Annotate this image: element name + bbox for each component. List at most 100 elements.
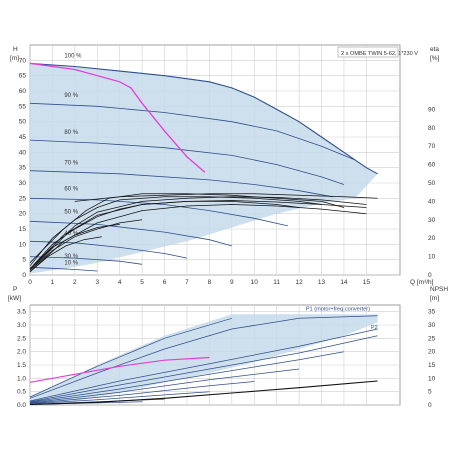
p1-duty-curve [29,356,210,383]
y2-tick-label: 25 [428,335,436,342]
speed-label: 100 % [64,53,82,59]
speed-curve [29,62,378,175]
y-tick-label: 40 [19,149,27,156]
p2-annotation: P2 [371,325,378,331]
y2-tick-label: 30 [428,217,436,224]
y-tick-label: 50 [19,119,27,126]
y-tick-label: 30 [19,180,27,187]
y-tick-label: 65 [19,73,27,80]
x-tick-label: 14 [340,279,348,286]
y-tick-label: 0.0 [17,402,26,409]
y-axis-label: P [13,286,17,293]
efficiency-curve [74,193,378,202]
y-tick-label: 35 [19,165,27,172]
speed-label: 40 % [64,231,78,237]
x-tick-label: 4 [118,279,122,286]
power-curve [29,351,344,403]
y-tick-label: 60 [19,88,27,95]
efficiency-curve [29,200,367,270]
speed-curve [29,240,188,259]
title-box [337,46,399,58]
y2-tick-label: 0 [428,272,432,279]
y-tick-label: 1.0 [17,375,26,382]
y-tick-label: 2.5 [17,335,26,342]
y-tick-label: 3.5 [17,309,26,316]
y2-tick-label: 70 [428,143,436,150]
y2-axis-label: eta [430,46,439,53]
x-tick-label: 0 [28,279,32,286]
y-tick-label: 1.5 [17,362,26,369]
y-tick-label: 5 [22,257,26,264]
npsh-curve [29,380,378,406]
y2-tick-label: 60 [428,162,436,169]
power-curve [29,391,210,405]
y2-tick-label: 80 [428,125,436,132]
speed-label: 70 % [64,161,78,167]
efficiency-curve [29,193,344,263]
speed-curve [29,220,232,247]
y-tick-label: 0 [22,272,26,279]
y2-tick-label: 0 [428,402,432,409]
x-tick-label: 3 [95,279,99,286]
x-tick-label: 1 [51,279,55,286]
x-tick-label: 8 [208,279,212,286]
power-npsh-chart: 0.0 0.5 1.0 1.5 2.0 2.5 3.0 3.5 0 5 10 15 20 25 30 35 P [… [8,286,448,409]
speed-curve [29,170,333,198]
y-tick-label: 55 [19,103,27,110]
speed-label: 80 % [64,130,78,136]
speed-curve [29,266,98,272]
power-curve [29,368,300,404]
efficiency-curve [29,196,367,271]
x-tick-label: 2 [73,279,77,286]
head-flow-chart: 0 1 2 3 4 5 6 7 8 9 10 11 12 13 14 15051015202530354045… [10,44,440,286]
speed-curve [29,102,356,161]
y-tick-label: 3.0 [17,322,26,329]
x-tick-label: 10 [251,279,259,286]
efficiency-curve [29,236,102,273]
speed-label: 30 % [64,254,78,260]
y2-axis-unit: [m] [430,295,439,302]
speed-curve [29,256,143,265]
y2-axis-unit: [%] [430,55,440,62]
power-curve [29,335,378,403]
y2-tick-label: 90 [428,106,436,113]
x-tick-label: 15 [363,279,371,286]
y2-tick-label: 50 [428,180,436,187]
y-tick-label: 70 [19,57,27,64]
y-axis-unit: [m] [10,55,19,62]
y-tick-label: 20 [19,211,27,218]
x-tick-label: 13 [318,279,326,286]
y-axis-label: H [13,46,18,53]
x-tick-label: 9 [230,279,234,286]
p1-annotation: P1 (motor+freq.converter) [306,306,370,312]
x-tick-label: 12 [295,279,303,286]
power-curve [29,317,232,398]
duty-curve [29,62,206,173]
y2-tick-label: 15 [428,362,436,369]
x-tick-label: 6 [163,279,167,286]
y2-tick-label: 35 [428,309,436,316]
x-tick-label: 11 [273,279,280,286]
y2-axis-label: NPSH [430,286,448,293]
speed-curve [29,197,288,227]
y-tick-label: 25 [19,195,27,202]
y-tick-label: 0.5 [17,389,26,396]
speed-label: 10 % [64,260,78,266]
power-curve [29,328,378,402]
x-axis-label: Q [m³/h] [410,279,434,286]
speed-curve [29,139,345,185]
y-axis-unit: [kW] [8,295,21,302]
y2-tick-label: 30 [428,322,436,329]
y2-tick-label: 5 [428,389,432,396]
efficiency-curve [29,204,367,273]
speed-label: 50 % [64,210,78,216]
y-tick-label: 15 [19,226,27,233]
y-tick-label: 45 [19,134,27,141]
y2-tick-label: 10 [428,375,436,382]
operating-area [30,63,378,274]
y2-tick-label: 20 [428,349,436,356]
efficiency-curve [29,219,143,271]
power-curve [29,315,378,399]
x-tick-label: 5 [140,279,144,286]
